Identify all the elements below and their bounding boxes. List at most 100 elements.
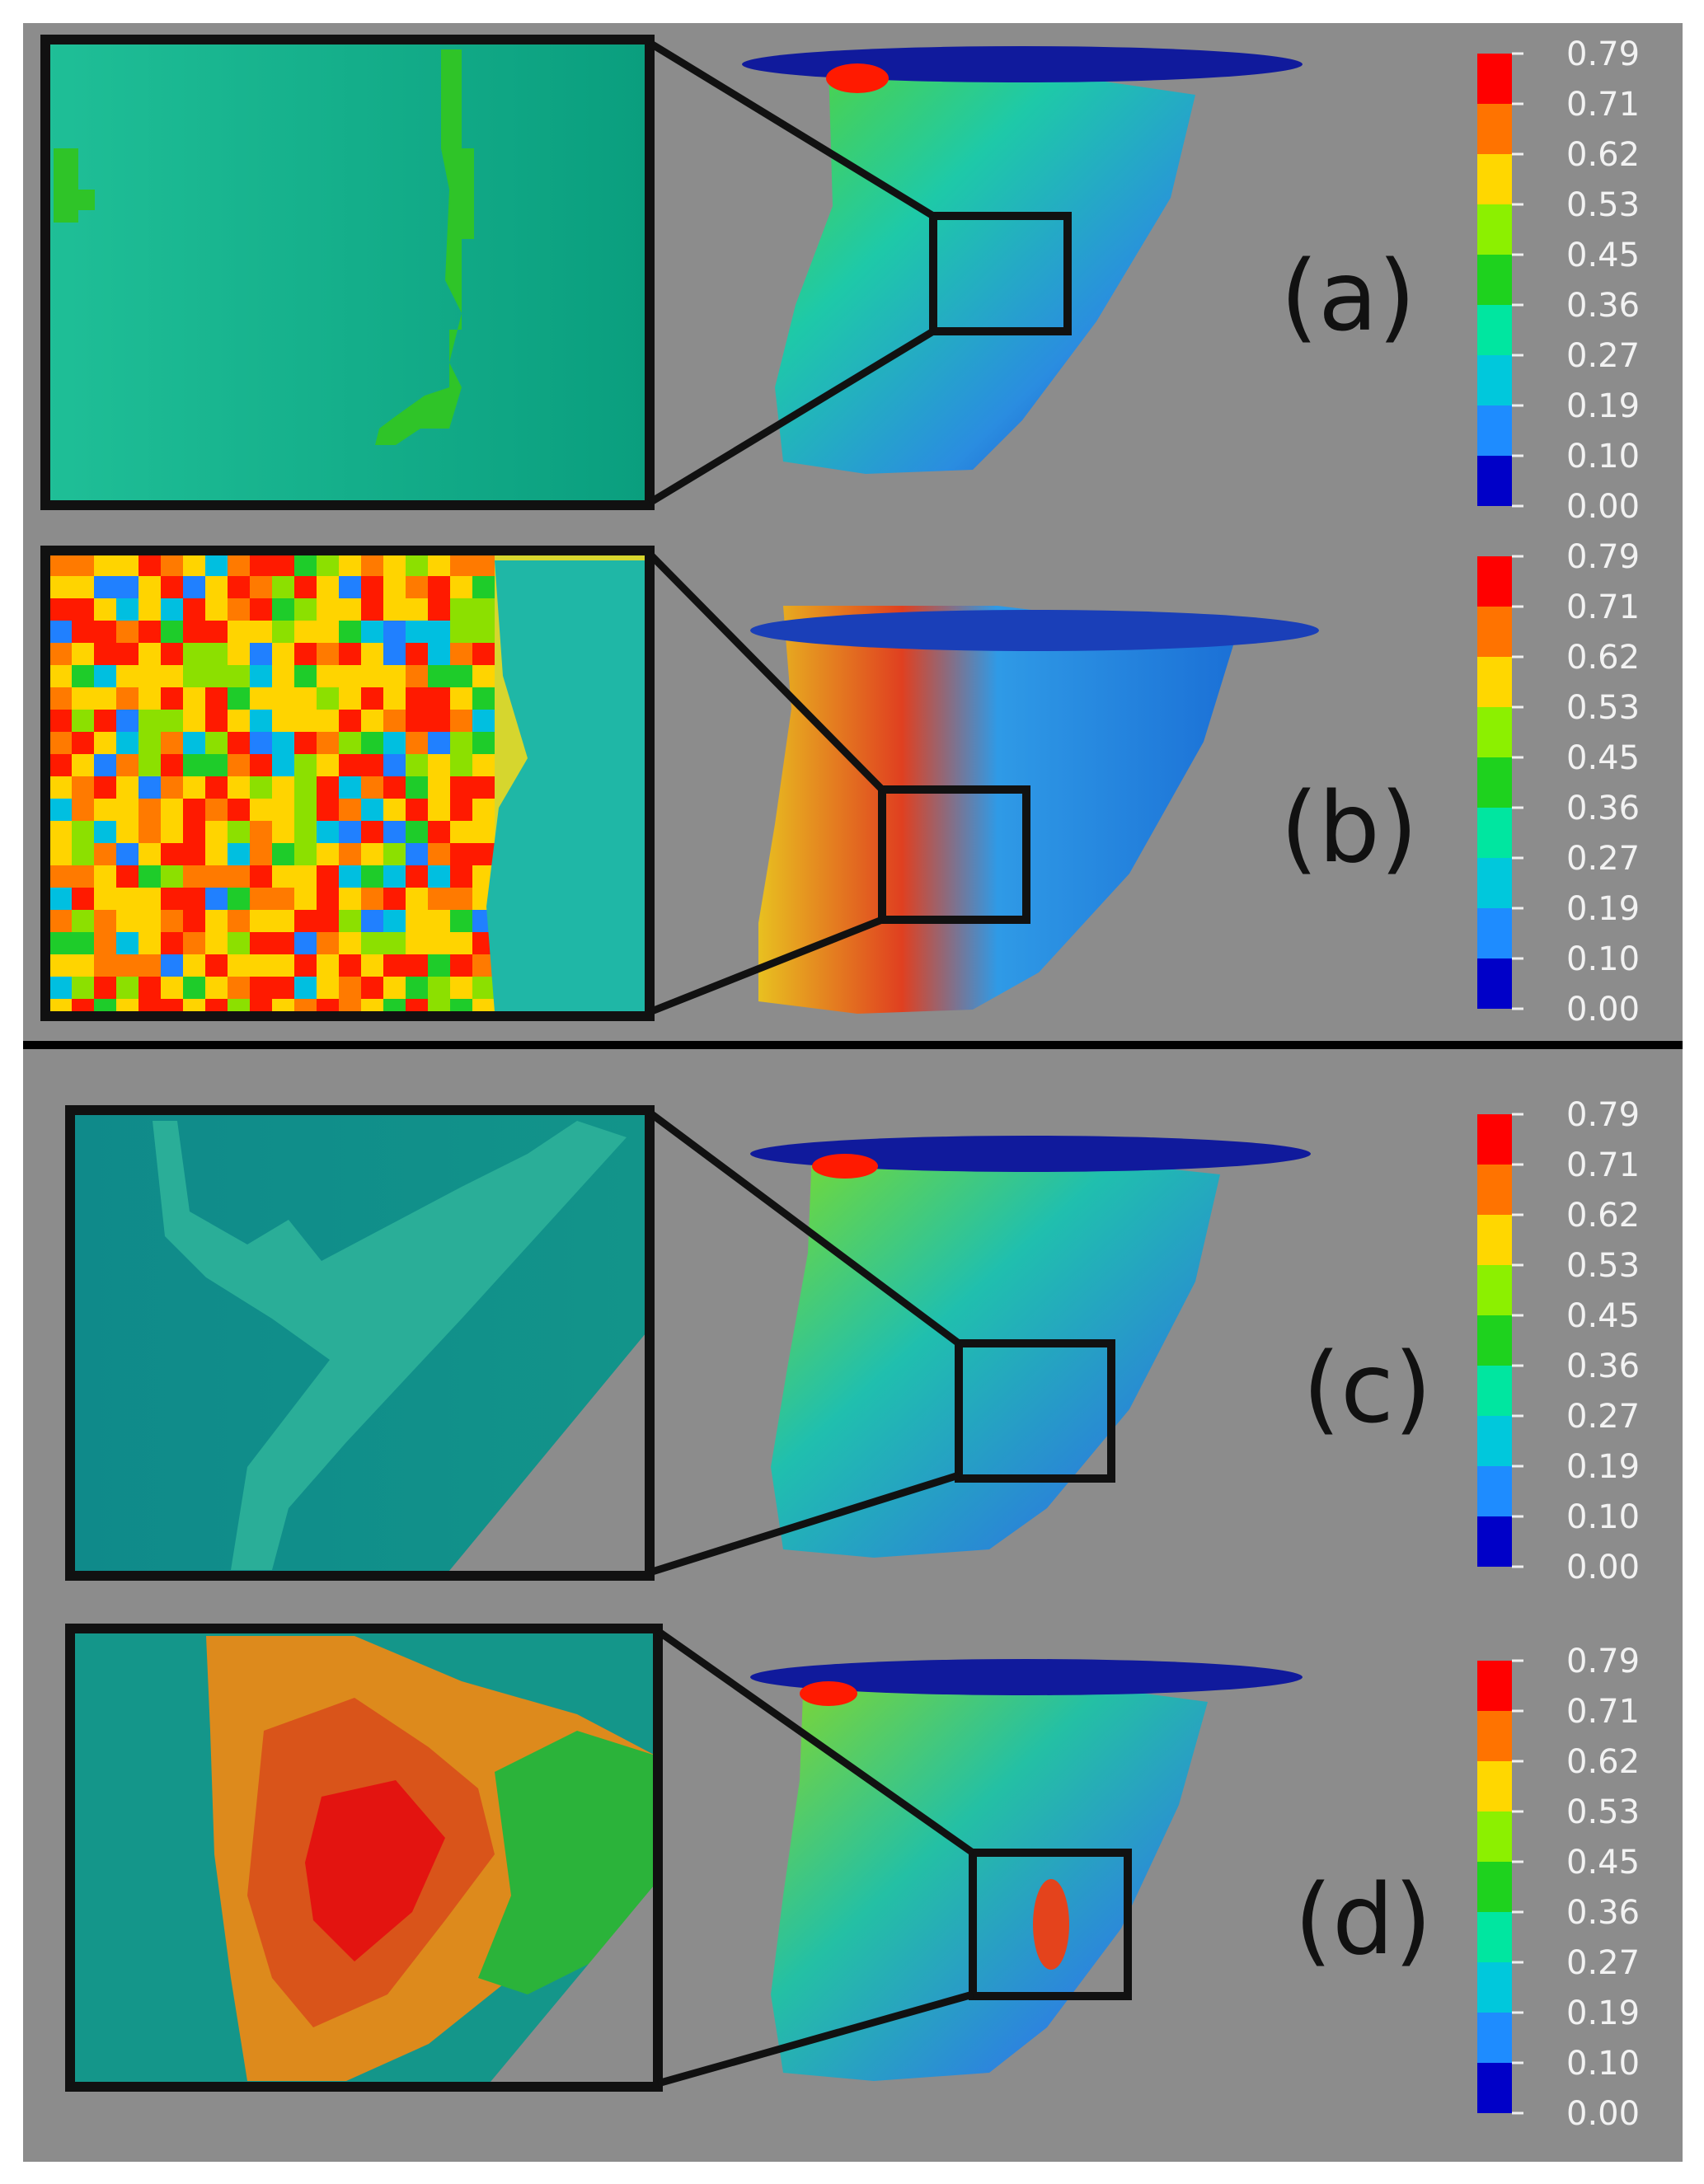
colorbar-tick-label: 0.27: [1566, 1944, 1640, 1982]
mosaic-cell: [250, 621, 272, 643]
colorbar-b: 0.79 0.71 0.62 0.53 0.45 0.36 0.27 0.19 0.10 0.00: [1477, 538, 1640, 1029]
colorbar-segment: [1477, 1366, 1512, 1416]
mosaic-cell: [116, 799, 138, 821]
mosaic-cell: [161, 665, 183, 687]
mosaic-cell: [94, 821, 116, 843]
mosaic-cell: [161, 710, 183, 732]
mosaic-cell: [228, 865, 250, 888]
mosaic-cell: [450, 910, 472, 932]
colorbar-tick-label: 0.10: [1566, 2045, 1640, 2083]
mosaic-cell: [383, 732, 406, 754]
mosaic-cell: [272, 954, 294, 977]
colorbar-tick-label: 0.10: [1566, 438, 1640, 476]
mosaic-cell: [272, 977, 294, 999]
mosaic-cell: [183, 621, 205, 643]
mosaic-cell: [94, 776, 116, 799]
mosaic-cell: [450, 999, 472, 1012]
mosaic-cell: [450, 732, 472, 754]
mosaic-cell: [361, 843, 383, 865]
mosaic-cell: [94, 754, 116, 776]
mosaic-cell: [428, 799, 450, 821]
mosaic-cell: [250, 754, 272, 776]
colorbar-tick-label: 0.27: [1566, 1398, 1640, 1436]
mosaic-cell: [406, 910, 428, 932]
colorbar-segment: [1477, 908, 1512, 958]
blade-b-zoom-box: [878, 785, 1030, 924]
mosaic-cell: [294, 799, 317, 821]
colorbar-segment: [1477, 1761, 1512, 1811]
mosaic-cell: [116, 665, 138, 687]
mosaic-cell: [183, 954, 205, 977]
mosaic-cell: [317, 865, 339, 888]
mosaic-cell: [428, 888, 450, 910]
mosaic-cell: [294, 999, 317, 1012]
mosaic-cell: [161, 865, 183, 888]
mosaic-cell: [406, 932, 428, 954]
mosaic-cell: [339, 554, 361, 576]
mosaic-cell: [383, 821, 406, 843]
mosaic-cell: [138, 776, 161, 799]
mosaic-cell: [317, 710, 339, 732]
mosaic-cell: [72, 821, 94, 843]
mosaic-cell: [250, 598, 272, 621]
mosaic-cell: [317, 643, 339, 665]
colorbar-tick-label: 0.36: [1566, 1894, 1640, 1932]
mosaic-cell: [161, 888, 183, 910]
blade-d-body: [771, 1673, 1208, 2081]
callout-c-bottom: [648, 1471, 960, 1577]
mosaic-cell: [72, 977, 94, 999]
mosaic-cell: [94, 843, 116, 865]
colorbar-tick-label: 0.19: [1566, 1994, 1640, 2032]
callout-a-top: [647, 40, 936, 219]
colorbar-tick-label: 0.53: [1566, 1247, 1640, 1285]
mosaic-cell: [383, 665, 406, 687]
mosaic-cell: [339, 776, 361, 799]
mosaic-cell: [450, 888, 472, 910]
mosaic-cell: [383, 621, 406, 643]
mosaic-cell: [472, 776, 495, 799]
mosaic-cell: [272, 910, 294, 932]
mosaic-cell: [183, 977, 205, 999]
mosaic-cell: [383, 598, 406, 621]
mosaic-cell: [116, 576, 138, 598]
mosaic-cell: [49, 643, 72, 665]
mosaic-cell: [250, 776, 272, 799]
mosaic-cell: [183, 732, 205, 754]
mosaic-cell: [361, 554, 383, 576]
mosaic-cell: [228, 710, 250, 732]
mosaic-cell: [250, 932, 272, 954]
inset-a: [40, 35, 655, 510]
mosaic-cell: [183, 799, 205, 821]
panel-label-c: (c): [1303, 1331, 1432, 1445]
mosaic-cell: [205, 910, 228, 932]
mosaic-cell: [94, 865, 116, 888]
colorbar-segment: [1477, 305, 1512, 355]
mosaic-cell: [138, 888, 161, 910]
callout-b-bottom: [648, 916, 884, 1016]
mosaic-cell: [272, 710, 294, 732]
colorbar-segment: [1477, 858, 1512, 908]
colorbar-segment: [1477, 1165, 1512, 1215]
panel-label-b: (b): [1280, 771, 1418, 884]
mosaic-cell: [294, 554, 317, 576]
mosaic-cell: [205, 888, 228, 910]
mosaic-cell: [383, 843, 406, 865]
blade-d: [750, 1659, 1303, 2081]
colorbar-segment: [1477, 958, 1512, 1009]
mosaic-cell: [406, 732, 428, 754]
colorbar-segment: [1477, 405, 1512, 456]
mosaic-cell: [250, 710, 272, 732]
colorbar-segment: [1477, 204, 1512, 255]
mosaic-cell: [250, 888, 272, 910]
mosaic-cell: [472, 576, 495, 598]
panel-d: (d) 0.79 0.71 0.62 0.53 0.45 0.36 0.27 0.19 0.10…: [65, 1624, 1640, 2133]
mosaic-cell: [94, 576, 116, 598]
colorbar-segment: [1477, 255, 1512, 305]
mosaic-cell: [294, 665, 317, 687]
inset-c: [65, 1105, 655, 1581]
mosaic-cell: [116, 843, 138, 865]
colorbar-segment: [1477, 808, 1512, 858]
mosaic-cell: [428, 598, 450, 621]
mosaic-cell: [361, 576, 383, 598]
colorbar-segment: [1477, 1912, 1512, 1962]
